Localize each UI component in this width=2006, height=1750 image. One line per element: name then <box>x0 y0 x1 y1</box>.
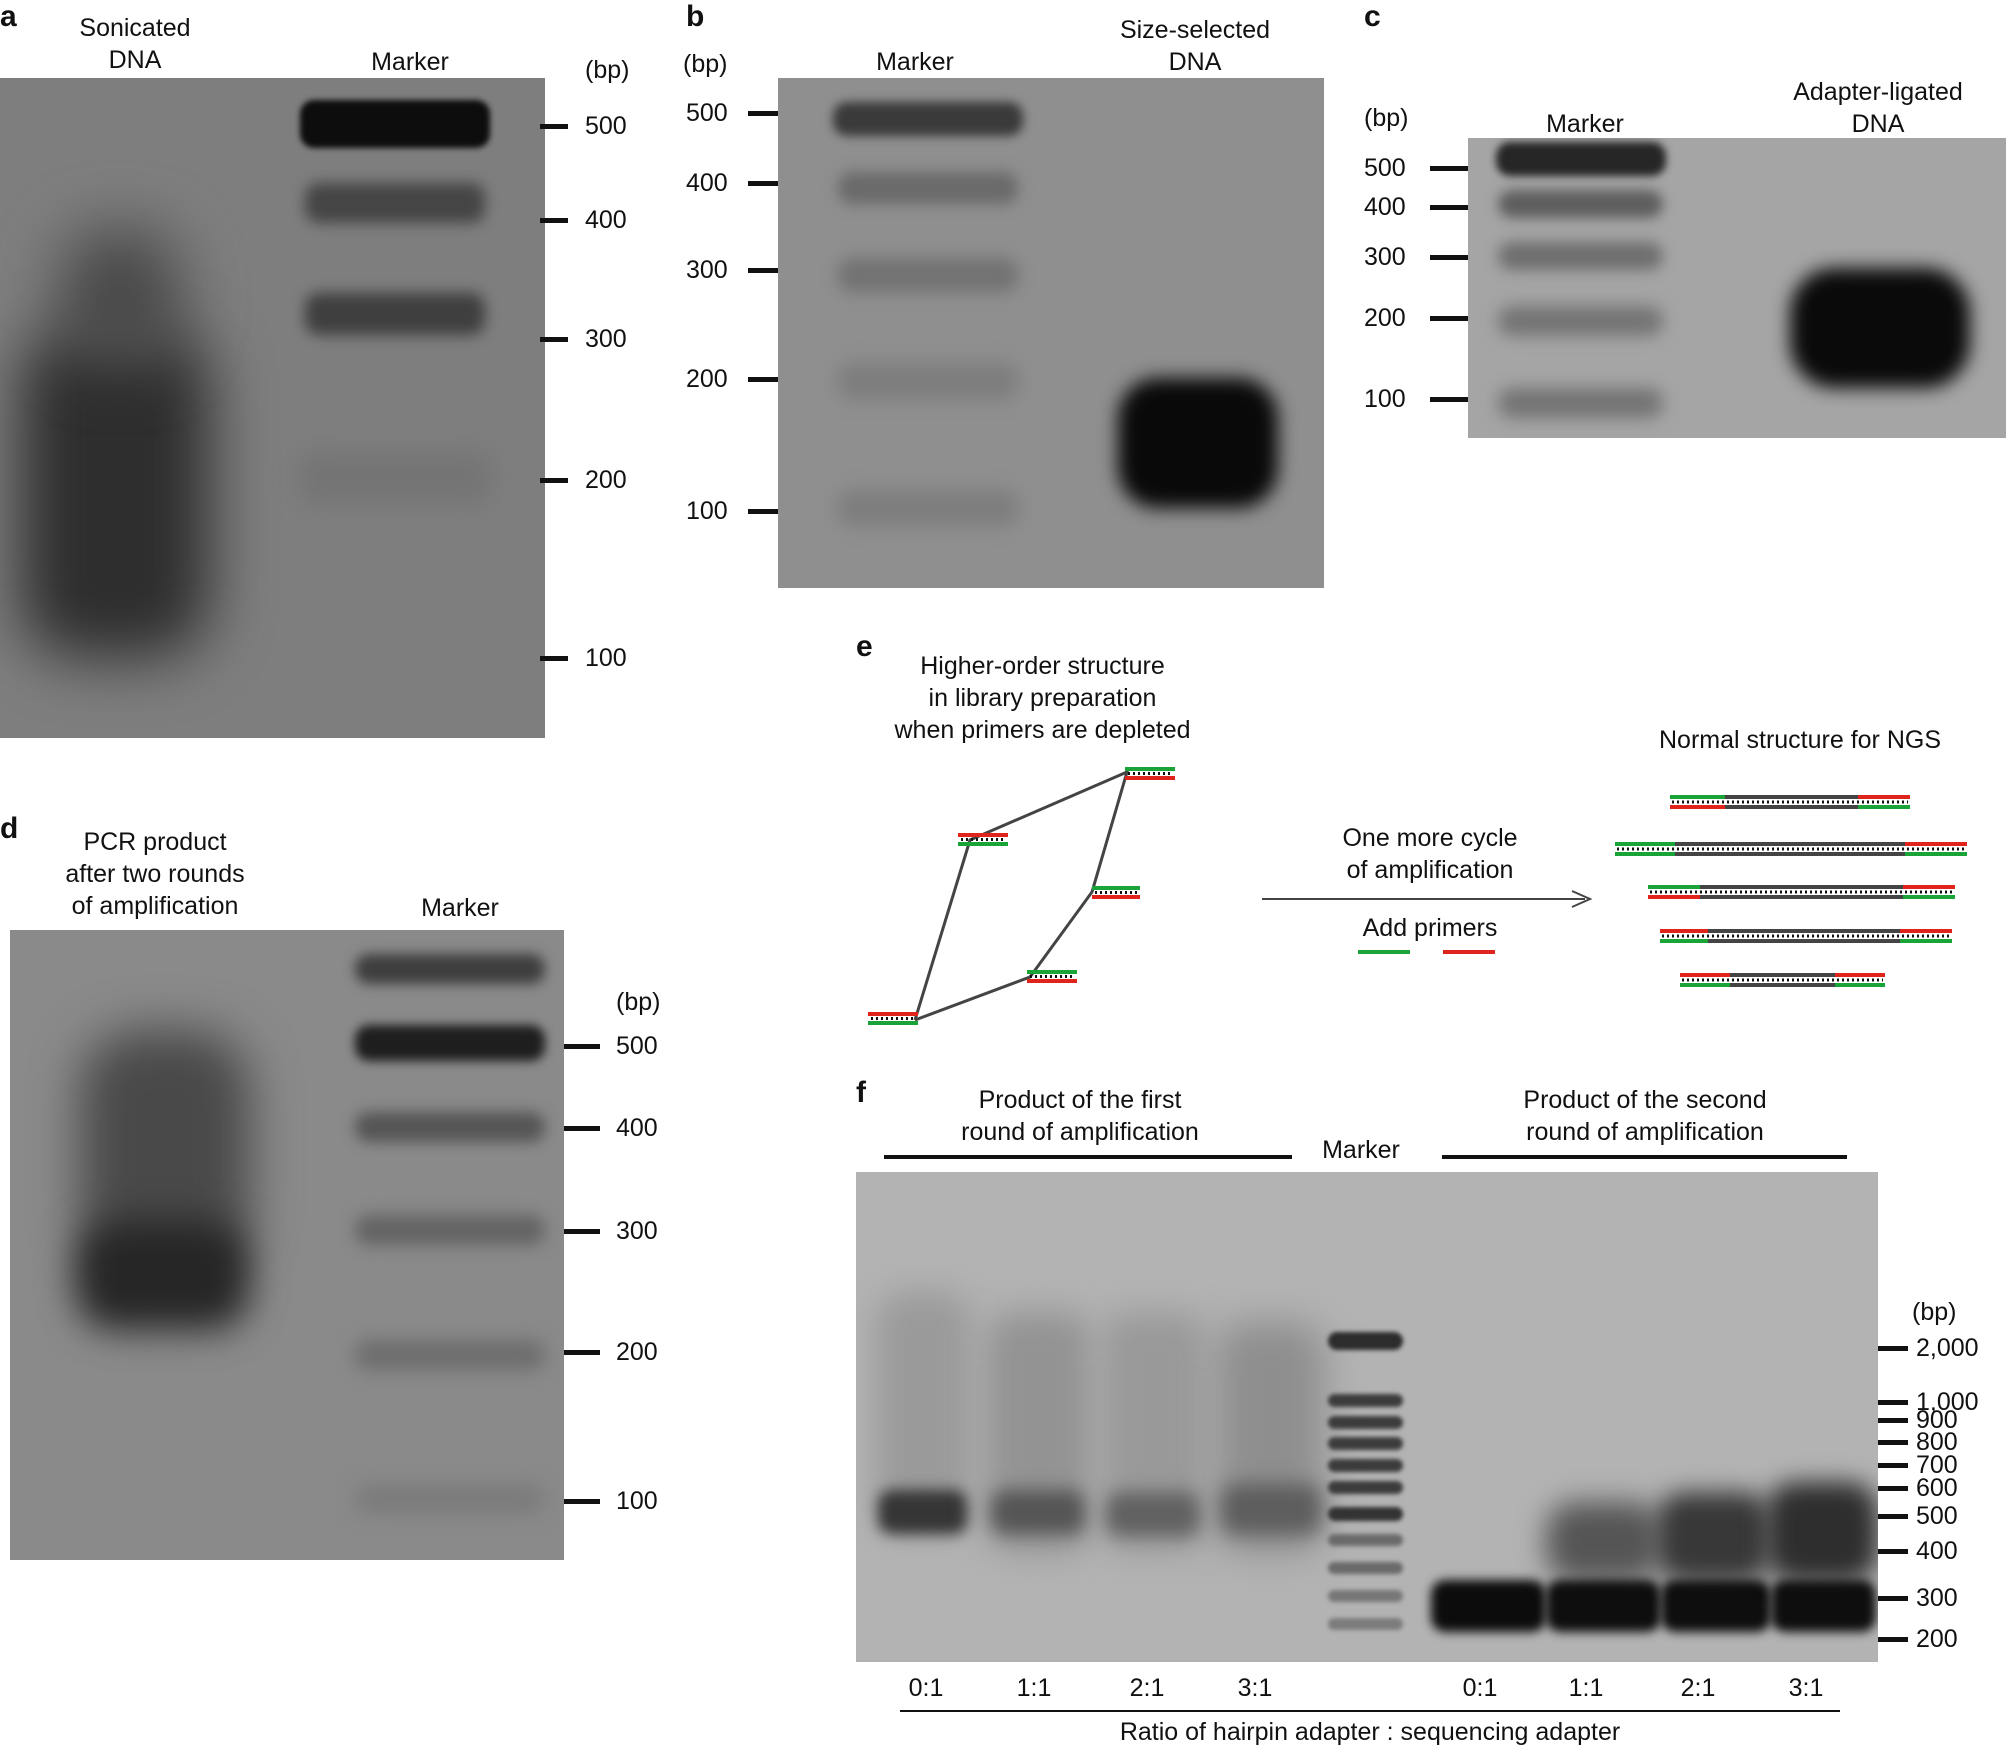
panel-e-right-title: Normal structure for NGS <box>1658 726 1941 754</box>
added-primer-red <box>1443 950 1495 954</box>
panel-f-group2-label: Product of the second round of amplifica… <box>1523 1086 1767 1146</box>
panel-a-tick-500: 500 <box>585 112 627 140</box>
panel-f-tick-200: 200 <box>1916 1625 1958 1653</box>
panel-b-tick-300: 300 <box>686 256 728 284</box>
panel-b-tick-200: 200 <box>686 365 728 393</box>
panel-b-gel <box>778 78 1324 588</box>
panel-c-gel <box>1468 138 2006 438</box>
panel-f-ratio-5: 0:1 <box>1462 1674 1498 1702</box>
panel-c-tick-500: 500 <box>1364 154 1406 182</box>
panel-c-tick-100: 100 <box>1364 385 1406 413</box>
panel-f-tick-1000: 1,000 <box>1916 1388 1979 1416</box>
panel-f-unit: (bp) <box>1912 1298 1957 1326</box>
amplification-arrow <box>1262 890 1593 908</box>
panel-f-tick-2000: 2,000 <box>1916 1334 1979 1362</box>
panel-a-tick-200: 200 <box>585 466 627 494</box>
panel-d-lane-pcr-label: PCR product after two rounds of amplific… <box>65 828 245 920</box>
panel-d-gel <box>10 930 564 1560</box>
panel-c-label: c <box>1364 0 1381 33</box>
panel-b-lane-marker-label: Marker <box>876 48 954 76</box>
panel-f-marker-label: Marker <box>1322 1136 1400 1164</box>
panel-d-label: d <box>0 812 19 845</box>
panel-a-label: a <box>0 0 17 33</box>
panel-a-tick-400: 400 <box>585 206 627 234</box>
panel-c-tick-200: 200 <box>1364 304 1406 332</box>
panel-f-caption: Ratio of hairpin adapter : sequencing ad… <box>1119 1718 1621 1746</box>
panel-f-tick-900: 900 <box>1916 1406 1958 1434</box>
panel-d-tick-500: 500 <box>616 1032 658 1060</box>
panel-d-tick-200: 200 <box>616 1338 658 1366</box>
panel-b-lane-size-selected-label: Size-selected DNA <box>1119 16 1271 76</box>
panel-f-ratio-6: 1:1 <box>1568 1674 1604 1702</box>
panel-f-tick-800: 800 <box>1916 1428 1958 1456</box>
panel-f-tick-700: 700 <box>1916 1451 1958 1479</box>
panel-d-tick-300: 300 <box>616 1217 658 1245</box>
panel-f-tick-500: 500 <box>1916 1502 1958 1530</box>
panel-d-tick-400: 400 <box>616 1114 658 1142</box>
panel-b-tick-400: 400 <box>686 169 728 197</box>
panel-c-tick-400: 400 <box>1364 193 1406 221</box>
panel-f-group1-line <box>884 1155 1292 1159</box>
panel-f-ratio-4: 3:1 <box>1237 1674 1273 1702</box>
panel-a-tick-300: 300 <box>585 325 627 353</box>
panel-a-gel <box>0 78 545 738</box>
panel-b-unit: (bp) <box>683 50 728 78</box>
higher-order-structure <box>913 769 1130 1022</box>
panel-f-ratio-7: 2:1 <box>1680 1674 1716 1702</box>
panel-f-ratio-1: 0:1 <box>908 1674 944 1702</box>
panel-d-lane-marker-label: Marker <box>421 894 499 922</box>
panel-c-lane-marker-label: Marker <box>1546 110 1624 138</box>
panel-f-label: f <box>856 1076 866 1109</box>
panel-a-lane-sonicated-label: Sonicated DNA <box>79 14 191 74</box>
panel-f-caption-line <box>900 1710 1840 1712</box>
added-primer-green <box>1358 950 1410 954</box>
panel-c-tick-300: 300 <box>1364 243 1406 271</box>
panel-a-tick-100: 100 <box>585 644 627 672</box>
panel-f-tick-400: 400 <box>1916 1537 1958 1565</box>
panel-f-group2-line <box>1442 1155 1847 1159</box>
panel-f-tick-600: 600 <box>1916 1474 1958 1502</box>
panel-d-unit: (bp) <box>616 988 661 1016</box>
normal-structures <box>1615 795 1967 987</box>
panel-f-ratio-2: 1:1 <box>1016 1674 1052 1702</box>
panel-a-lane-marker-label: Marker <box>371 48 449 76</box>
panel-d-tick-100: 100 <box>616 1487 658 1515</box>
hairpin-primers <box>868 767 1175 1025</box>
panel-c-unit: (bp) <box>1364 104 1409 132</box>
panel-f-gel <box>856 1172 1878 1662</box>
panel-f-group1-label: Product of the first round of amplificat… <box>961 1086 1199 1146</box>
panel-b-label: b <box>686 0 705 33</box>
panel-a-unit: (bp) <box>585 56 630 84</box>
panel-f-ratio-8: 3:1 <box>1788 1674 1824 1702</box>
panel-e-arrow-bottom-label: Add primers <box>1362 914 1498 942</box>
panel-e-arrow-top-label: One more cycle of amplification <box>1342 824 1518 884</box>
panel-b-tick-100: 100 <box>686 497 728 525</box>
panel-e-label: e <box>856 630 873 663</box>
panel-c-lane-adapter-ligated-label: Adapter-ligated DNA <box>1793 78 1963 138</box>
panel-f-tick-300: 300 <box>1916 1584 1958 1612</box>
panel-b-tick-500: 500 <box>686 99 728 127</box>
panel-e-left-title: Higher-order structure in library prepar… <box>894 652 1191 744</box>
panel-f-ratio-3: 2:1 <box>1129 1674 1165 1702</box>
